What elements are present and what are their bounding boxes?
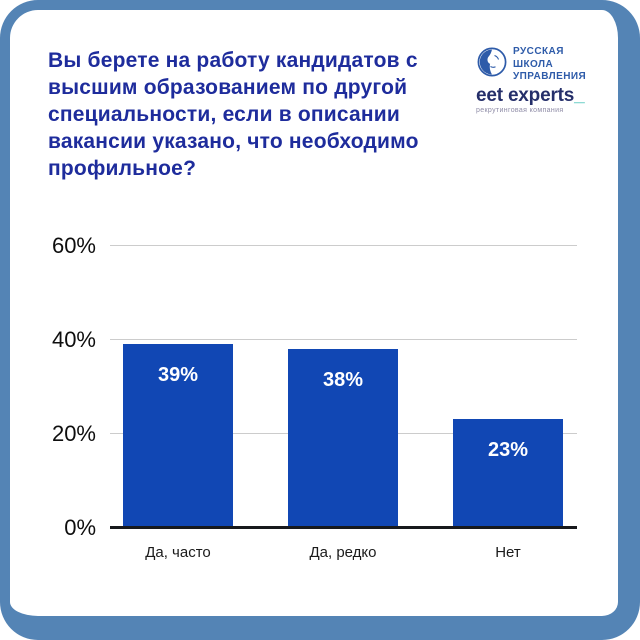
page-title: Вы берете на работу кандидатов с высшим …	[48, 49, 419, 180]
x-axis-label: Да, часто	[145, 544, 211, 561]
rsu-logo-line3: УПРАВЛЕНИЯ	[513, 71, 587, 82]
rsu-emblem-icon	[476, 46, 508, 83]
get-experts-wordmark: eet experts_	[476, 85, 585, 106]
y-axis-tick-40: 40%	[51, 326, 96, 352]
x-axis-line	[110, 526, 577, 529]
y-axis-tick-60: 60%	[51, 232, 96, 258]
x-axis-label: Нет	[495, 544, 521, 561]
bar-Да, редко	[288, 348, 398, 529]
rsu-logo: РУССКАЯ ШКОЛА УПРАВЛЕНИЯ	[476, 46, 586, 84]
get-experts-wordmark-text: eet experts	[476, 85, 575, 106]
bar-Нет	[453, 419, 563, 529]
rsu-logo-line2: ШКОЛА	[513, 58, 554, 70]
bar-Да, часто	[123, 344, 233, 529]
y-axis-tick-0: 0%	[64, 514, 96, 540]
bar-value-label: 23%	[487, 439, 529, 462]
get-experts-tagline: рекрутинговая компания	[476, 107, 564, 114]
y-axis-tick-20: 20%	[51, 420, 96, 446]
x-axis-label: Да, редко	[309, 544, 377, 561]
get-experts-underscore: _	[574, 85, 585, 106]
gridline-60	[110, 244, 577, 247]
gridline-40	[110, 338, 577, 341]
get-experts-logo: eet experts_ рекрутинговая компания	[476, 85, 585, 115]
rsu-logo-text: РУССКАЯ ШКОЛА УПРАВЛЕНИЯ	[513, 46, 586, 84]
bar-value-label: 39%	[157, 364, 199, 387]
bar-value-label: 38%	[322, 368, 364, 391]
rsu-logo-line1: РУССКАЯ	[513, 46, 564, 57]
